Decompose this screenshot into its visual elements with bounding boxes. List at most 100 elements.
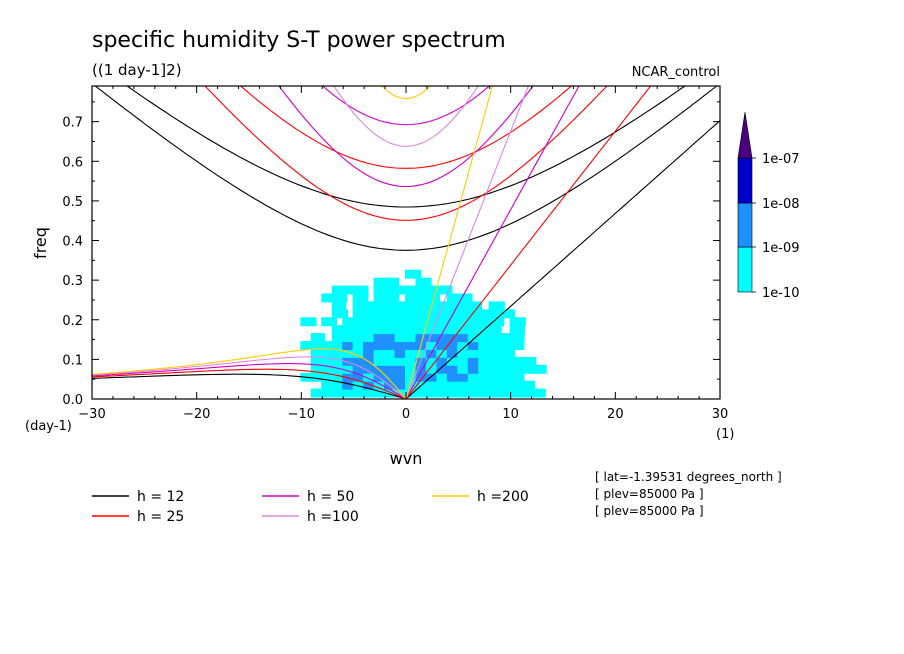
- axes: −30 −20 −10 0 10 20 30 0.0 0.1 0.2 0.3 0.4 0.5 0.6 0.7: [62, 86, 728, 422]
- power-cell: [425, 333, 442, 343]
- power-cell: [331, 348, 345, 358]
- power-cell: [488, 309, 504, 319]
- dispersion-curve: [126, 86, 686, 208]
- power-cell: [436, 380, 450, 390]
- power-cell: [499, 348, 516, 358]
- power-cell: [405, 317, 419, 327]
- power-cell: [457, 325, 472, 335]
- dispersion-curve: [92, 0, 720, 11]
- power-cell: [363, 333, 376, 343]
- power-cell: [446, 341, 462, 350]
- power-cell: [363, 301, 377, 311]
- power-cell: [415, 309, 432, 319]
- power-cell: [446, 388, 463, 398]
- y-tick-label: 0.0: [62, 393, 83, 408]
- x-tick-label: 0: [402, 407, 410, 422]
- power-cell: [352, 380, 366, 390]
- chart-subtitle: ((1 day-1]2): [92, 61, 182, 79]
- power-cell: [384, 380, 400, 390]
- legend-label: h = 50: [307, 489, 354, 505]
- power-cell: [509, 380, 523, 390]
- power-cell: [342, 341, 358, 350]
- power-cell: [394, 341, 410, 350]
- power-cell: [342, 372, 357, 382]
- power-cell: [436, 309, 450, 319]
- power-cell: [373, 380, 388, 390]
- y-tick-label: 0.2: [62, 314, 83, 329]
- power-cell: [446, 333, 463, 343]
- dispersion-curve: [321, 86, 491, 126]
- power-cell: [436, 341, 452, 350]
- info-line-plev: [ plev=85000 Pa ]: [595, 487, 704, 501]
- power-cell: [394, 325, 409, 335]
- power-cell: [457, 388, 472, 398]
- legend-label: h = 12: [137, 489, 184, 505]
- power-cell: [436, 285, 453, 295]
- power-cell: [321, 372, 335, 382]
- power-cell: [321, 364, 336, 374]
- power-cell: [321, 293, 337, 303]
- power-cell: [331, 309, 349, 319]
- power-cell: [405, 293, 420, 303]
- power-cell: [457, 301, 472, 311]
- power-cell: [373, 309, 387, 319]
- power-cell: [457, 341, 471, 350]
- power-cell: [520, 388, 537, 398]
- power-cell: [436, 301, 451, 311]
- power-cell: [310, 341, 325, 350]
- power-cell: [342, 364, 355, 374]
- power-cell: [446, 356, 460, 366]
- power-cell: [363, 317, 380, 327]
- power-cell: [478, 348, 491, 358]
- power-cell: [310, 364, 327, 374]
- power-cell: [467, 364, 483, 374]
- power-cell: [352, 317, 367, 327]
- power-cell: [373, 341, 389, 350]
- power-cell: [425, 356, 439, 366]
- power-cell: [342, 356, 359, 366]
- dispersion-curve: [92, 368, 407, 399]
- dispersion-curve: [405, 86, 652, 399]
- power-cell: [488, 380, 503, 390]
- power-cell: [352, 309, 366, 319]
- power-cell: [405, 309, 422, 319]
- power-cell: [300, 341, 317, 350]
- power-cell: [488, 317, 505, 327]
- power-cell: [467, 341, 485, 350]
- dispersion-curve: [92, 348, 407, 399]
- dispersion-curve: [92, 356, 407, 399]
- power-cell: [415, 293, 432, 303]
- power-cell: [394, 372, 411, 382]
- power-cell: [384, 309, 398, 319]
- power-cell: [373, 277, 390, 287]
- y-tick-label: 0.5: [62, 195, 83, 210]
- power-cell: [499, 372, 513, 382]
- power-cell: [436, 364, 452, 374]
- dispersion-curve: [405, 86, 529, 399]
- power-cell: [405, 333, 418, 343]
- power-cell: [425, 285, 442, 295]
- power-cell: [363, 309, 379, 319]
- power-cell: [488, 325, 502, 335]
- power-cell: [352, 364, 368, 374]
- power-cell: [321, 380, 337, 390]
- power-cell: [331, 341, 347, 350]
- dispersion-curve: [239, 86, 573, 169]
- power-cell: [363, 388, 377, 398]
- power-cell: [478, 372, 495, 382]
- y-tick-label: 0.4: [62, 235, 83, 250]
- power-cell: [384, 277, 400, 287]
- power-cell: [321, 388, 337, 398]
- power-cell: [384, 356, 398, 366]
- power-cell: [321, 317, 338, 327]
- power-cell: [331, 333, 346, 343]
- power-cell: [425, 372, 441, 382]
- power-cell: [478, 356, 492, 366]
- power-cell: [478, 309, 495, 319]
- power-cell: [352, 325, 369, 335]
- power-cell: [405, 364, 420, 374]
- power-cell: [331, 380, 348, 390]
- power-cell: [384, 341, 401, 350]
- power-cell: [499, 341, 513, 350]
- power-cell: [352, 348, 366, 358]
